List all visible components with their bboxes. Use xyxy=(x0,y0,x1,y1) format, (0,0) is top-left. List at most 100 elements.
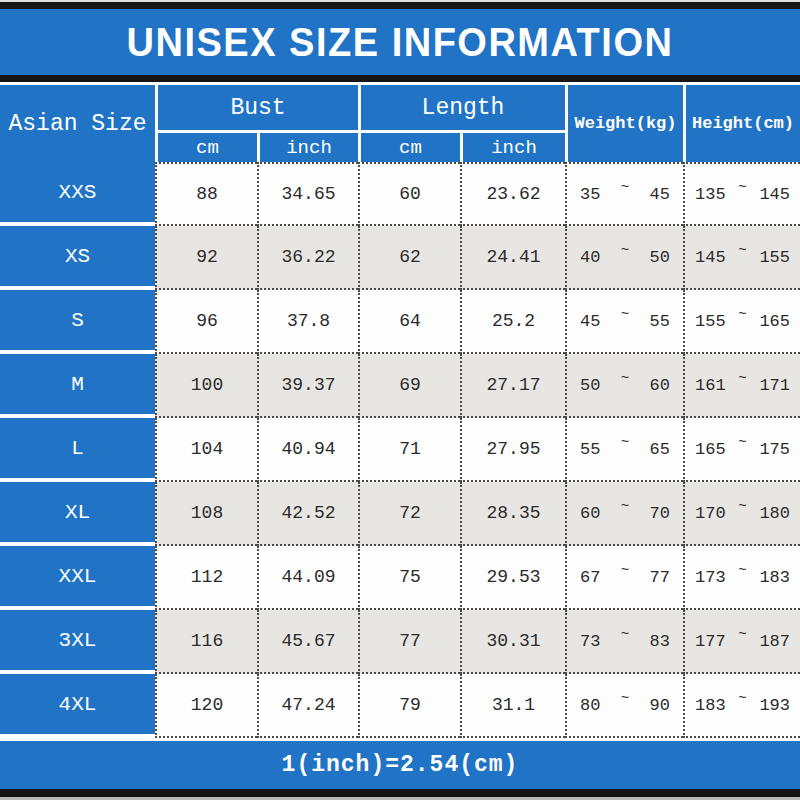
subheader-length-cm: cm xyxy=(358,130,460,162)
size-cell: L xyxy=(0,418,155,482)
size-chart-page: UNISEX SIZE INFORMATION Asian Size Bust … xyxy=(0,0,800,800)
subheader-bust-inch: inch xyxy=(257,130,358,162)
height-range-cell: 170 ~ 180 xyxy=(683,482,800,546)
size-cell: XL xyxy=(0,482,155,546)
range-tilde: ~ xyxy=(738,626,746,642)
range-tilde: ~ xyxy=(621,562,629,578)
length-cm-cell: 72 xyxy=(358,482,460,546)
table-row: 3XL 116 45.67 77 30.31 73 ~ 83 177 ~ 187 xyxy=(0,610,800,674)
column-header-weight: Weight(kg) xyxy=(565,85,683,162)
weight-range-cell: 50 ~ 60 xyxy=(565,354,683,418)
range-tilde: ~ xyxy=(738,498,746,514)
table-row: L 104 40.94 71 27.95 55 ~ 65 165 ~ 175 xyxy=(0,418,800,482)
height-min: 173 xyxy=(695,568,726,587)
height-range-cell: 165 ~ 175 xyxy=(683,418,800,482)
height-max: 193 xyxy=(759,696,790,715)
table-row: XS 92 36.22 62 24.41 40 ~ 50 145 ~ 155 xyxy=(0,226,800,290)
length-cm-cell: 60 xyxy=(358,162,460,226)
range-tilde: ~ xyxy=(621,498,629,514)
height-min: 155 xyxy=(695,312,726,331)
height-range-cell: 145 ~ 155 xyxy=(683,226,800,290)
length-inch-cell: 28.35 xyxy=(460,482,565,546)
weight-min: 45 xyxy=(580,312,600,331)
length-cm-cell: 64 xyxy=(358,290,460,354)
range-tilde: ~ xyxy=(738,370,746,386)
table-body: XXS 88 34.65 60 23.62 35 ~ 45 135 ~ 145 … xyxy=(0,162,800,738)
length-inch-cell: 29.53 xyxy=(460,546,565,610)
weight-min: 35 xyxy=(580,185,600,204)
height-min: 145 xyxy=(695,248,726,267)
height-min: 165 xyxy=(695,440,726,459)
weight-min: 50 xyxy=(580,376,600,395)
length-inch-cell: 31.1 xyxy=(460,674,565,738)
length-inch-cell: 24.41 xyxy=(460,226,565,290)
height-max: 145 xyxy=(759,185,790,204)
bust-cm-cell: 104 xyxy=(155,418,257,482)
range-tilde: ~ xyxy=(738,179,746,195)
subheader-length-inch: inch xyxy=(460,130,565,162)
conversion-note: 1(inch)=2.54(cm) xyxy=(282,752,519,778)
table-row: XXS 88 34.65 60 23.62 35 ~ 45 135 ~ 145 xyxy=(0,162,800,226)
length-cm-cell: 79 xyxy=(358,674,460,738)
range-tilde: ~ xyxy=(621,690,629,706)
weight-max: 45 xyxy=(650,185,670,204)
weight-range-cell: 73 ~ 83 xyxy=(565,610,683,674)
column-group-length: Length xyxy=(358,85,565,130)
range-tilde: ~ xyxy=(738,562,746,578)
bust-inch-cell: 39.37 xyxy=(257,354,358,418)
range-tilde: ~ xyxy=(621,242,629,258)
range-tilde: ~ xyxy=(621,626,629,642)
weight-max: 65 xyxy=(650,440,670,459)
length-inch-cell: 27.95 xyxy=(460,418,565,482)
range-tilde: ~ xyxy=(621,434,629,450)
column-header-asian-size: Asian Size xyxy=(0,85,155,162)
weight-max: 77 xyxy=(650,568,670,587)
weight-max: 55 xyxy=(650,312,670,331)
weight-max: 50 xyxy=(650,248,670,267)
bust-cm-cell: 120 xyxy=(155,674,257,738)
weight-range-cell: 35 ~ 45 xyxy=(565,162,683,226)
bust-cm-cell: 112 xyxy=(155,546,257,610)
size-cell: XXS xyxy=(0,162,155,226)
title-divider-band xyxy=(0,75,800,82)
height-min: 183 xyxy=(695,696,726,715)
table-header: Asian Size Bust Length Weight(kg) Height… xyxy=(0,82,800,162)
weight-max: 90 xyxy=(650,696,670,715)
weight-range-cell: 80 ~ 90 xyxy=(565,674,683,738)
length-cm-cell: 71 xyxy=(358,418,460,482)
bust-cm-cell: 92 xyxy=(155,226,257,290)
size-cell: M xyxy=(0,354,155,418)
table-row: S 96 37.8 64 25.2 45 ~ 55 155 ~ 165 xyxy=(0,290,800,354)
height-range-cell: 177 ~ 187 xyxy=(683,610,800,674)
length-cm-cell: 62 xyxy=(358,226,460,290)
bust-cm-cell: 100 xyxy=(155,354,257,418)
table-row: 4XL 120 47.24 79 31.1 80 ~ 90 183 ~ 193 xyxy=(0,674,800,738)
length-inch-cell: 27.17 xyxy=(460,354,565,418)
table-row: M 100 39.37 69 27.17 50 ~ 60 161 ~ 171 xyxy=(0,354,800,418)
weight-range-cell: 60 ~ 70 xyxy=(565,482,683,546)
column-group-bust: Bust xyxy=(155,85,358,130)
length-cm-cell: 75 xyxy=(358,546,460,610)
height-max: 183 xyxy=(759,568,790,587)
weight-max: 83 xyxy=(650,632,670,651)
weight-range-cell: 67 ~ 77 xyxy=(565,546,683,610)
title-banner: UNISEX SIZE INFORMATION xyxy=(0,9,800,75)
height-max: 187 xyxy=(759,632,790,651)
height-range-cell: 161 ~ 171 xyxy=(683,354,800,418)
range-tilde: ~ xyxy=(738,434,746,450)
bust-inch-cell: 44.09 xyxy=(257,546,358,610)
range-tilde: ~ xyxy=(621,370,629,386)
length-inch-cell: 23.62 xyxy=(460,162,565,226)
bust-cm-cell: 96 xyxy=(155,290,257,354)
length-inch-cell: 25.2 xyxy=(460,290,565,354)
bust-cm-cell: 116 xyxy=(155,610,257,674)
height-max: 165 xyxy=(759,312,790,331)
weight-range-cell: 45 ~ 55 xyxy=(565,290,683,354)
height-max: 171 xyxy=(759,376,790,395)
range-tilde: ~ xyxy=(738,690,746,706)
length-cm-cell: 77 xyxy=(358,610,460,674)
height-min: 170 xyxy=(695,504,726,523)
bust-inch-cell: 36.22 xyxy=(257,226,358,290)
height-range-cell: 173 ~ 183 xyxy=(683,546,800,610)
size-cell: 4XL xyxy=(0,674,155,738)
